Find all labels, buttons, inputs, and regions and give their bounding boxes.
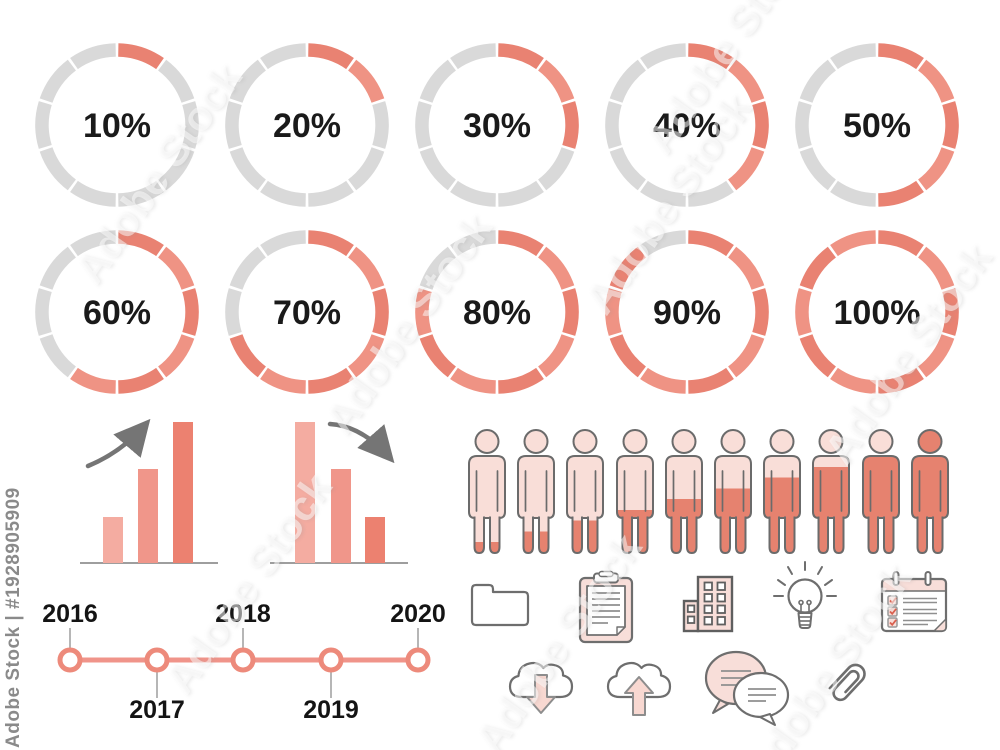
lightbulb-icon: [770, 559, 840, 639]
svg-text:30%: 30%: [463, 107, 531, 145]
donut-chart-20: 20%: [222, 40, 392, 210]
svg-text:2018: 2018: [215, 600, 271, 628]
svg-text:40%: 40%: [653, 107, 721, 145]
calendar-icon: [878, 570, 950, 636]
donut-chart-10: 10%: [32, 40, 202, 210]
watermark-id-text: Adobe Stock | #1928905909: [3, 487, 24, 748]
svg-text:2020: 2020: [390, 600, 446, 628]
cloud-download-icon: [505, 652, 577, 722]
clipboard-icon: [576, 570, 636, 646]
paperclip-icon: [818, 646, 884, 716]
svg-text:10%: 10%: [83, 107, 151, 145]
svg-text:20%: 20%: [273, 107, 341, 145]
person-icon-80: [812, 429, 851, 555]
person-icon-70: [763, 429, 802, 555]
donut-chart-100: 100%: [792, 227, 962, 397]
svg-text:70%: 70%: [273, 294, 341, 332]
folder-icon: [468, 580, 532, 630]
cloud-upload-icon: [603, 652, 675, 722]
svg-text:2019: 2019: [303, 696, 359, 724]
person-icon-90: [861, 429, 900, 555]
donut-chart-80: 80%: [412, 227, 582, 397]
donut-chart-50: 50%: [792, 40, 962, 210]
svg-text:100%: 100%: [834, 294, 921, 332]
donut-chart-70: 70%: [222, 227, 392, 397]
svg-text:80%: 80%: [463, 294, 531, 332]
building-icon: [681, 574, 735, 634]
chat-bubbles-icon: [700, 646, 795, 730]
svg-text:60%: 60%: [83, 294, 151, 332]
bar-chart-rising: [70, 402, 230, 572]
donut-chart-30: 30%: [412, 40, 582, 210]
donut-chart-90: 90%: [602, 227, 772, 397]
person-icon-20: [517, 429, 556, 555]
person-icon-30: [566, 429, 605, 555]
svg-text:2017: 2017: [129, 696, 185, 724]
svg-text:50%: 50%: [843, 107, 911, 145]
donut-chart-60: 60%: [32, 227, 202, 397]
person-icon-50: [664, 429, 703, 555]
person-icon-10: [468, 429, 506, 555]
bar-chart-falling: [260, 402, 420, 572]
svg-text:90%: 90%: [653, 294, 721, 332]
timeline: 2016 2017 2018 2019 2020: [35, 588, 455, 738]
donut-chart-40: 40%: [602, 40, 772, 210]
person-icon-40: [615, 429, 654, 555]
person-icon-60: [714, 429, 752, 555]
person-icon-100: [910, 429, 949, 555]
svg-text:2016: 2016: [42, 600, 98, 628]
